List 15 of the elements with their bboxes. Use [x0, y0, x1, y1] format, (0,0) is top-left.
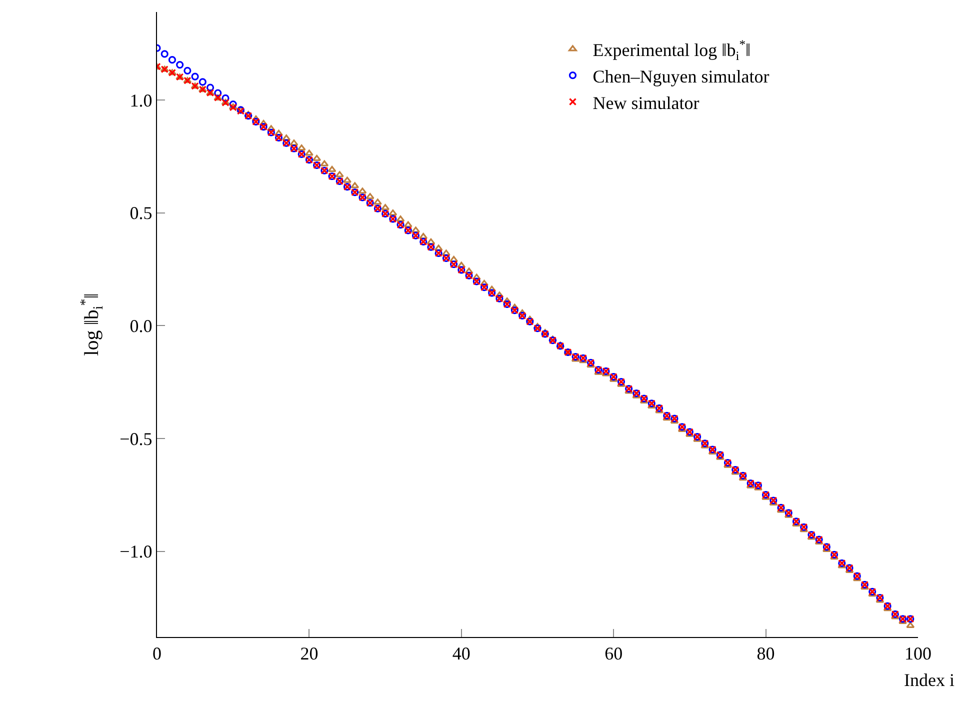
y-tick-label: 0.5 — [130, 203, 152, 224]
x-tick-label: 20 — [300, 644, 318, 664]
y-tick-label: 0.0 — [130, 316, 152, 336]
x-tick-label: 100 — [904, 644, 932, 664]
x-tick-label: 80 — [756, 644, 775, 664]
y-tick-label: 1.0 — [130, 90, 152, 110]
y-tick-label: −0.5 — [120, 428, 152, 449]
x-tick-label: 40 — [452, 644, 470, 664]
legend-label: Experimental log ‖b$_{i}$$^{*}$‖ — [592, 37, 751, 63]
legend-label: Chen–Nguyen simulator — [592, 66, 770, 86]
x-tick-label: 60 — [604, 644, 623, 664]
x-axis-title: Index i — [904, 670, 954, 690]
y-tick-label: −1.0 — [120, 542, 152, 562]
x-tick-label: 0 — [152, 644, 162, 664]
legend-label: New simulator — [592, 92, 700, 113]
